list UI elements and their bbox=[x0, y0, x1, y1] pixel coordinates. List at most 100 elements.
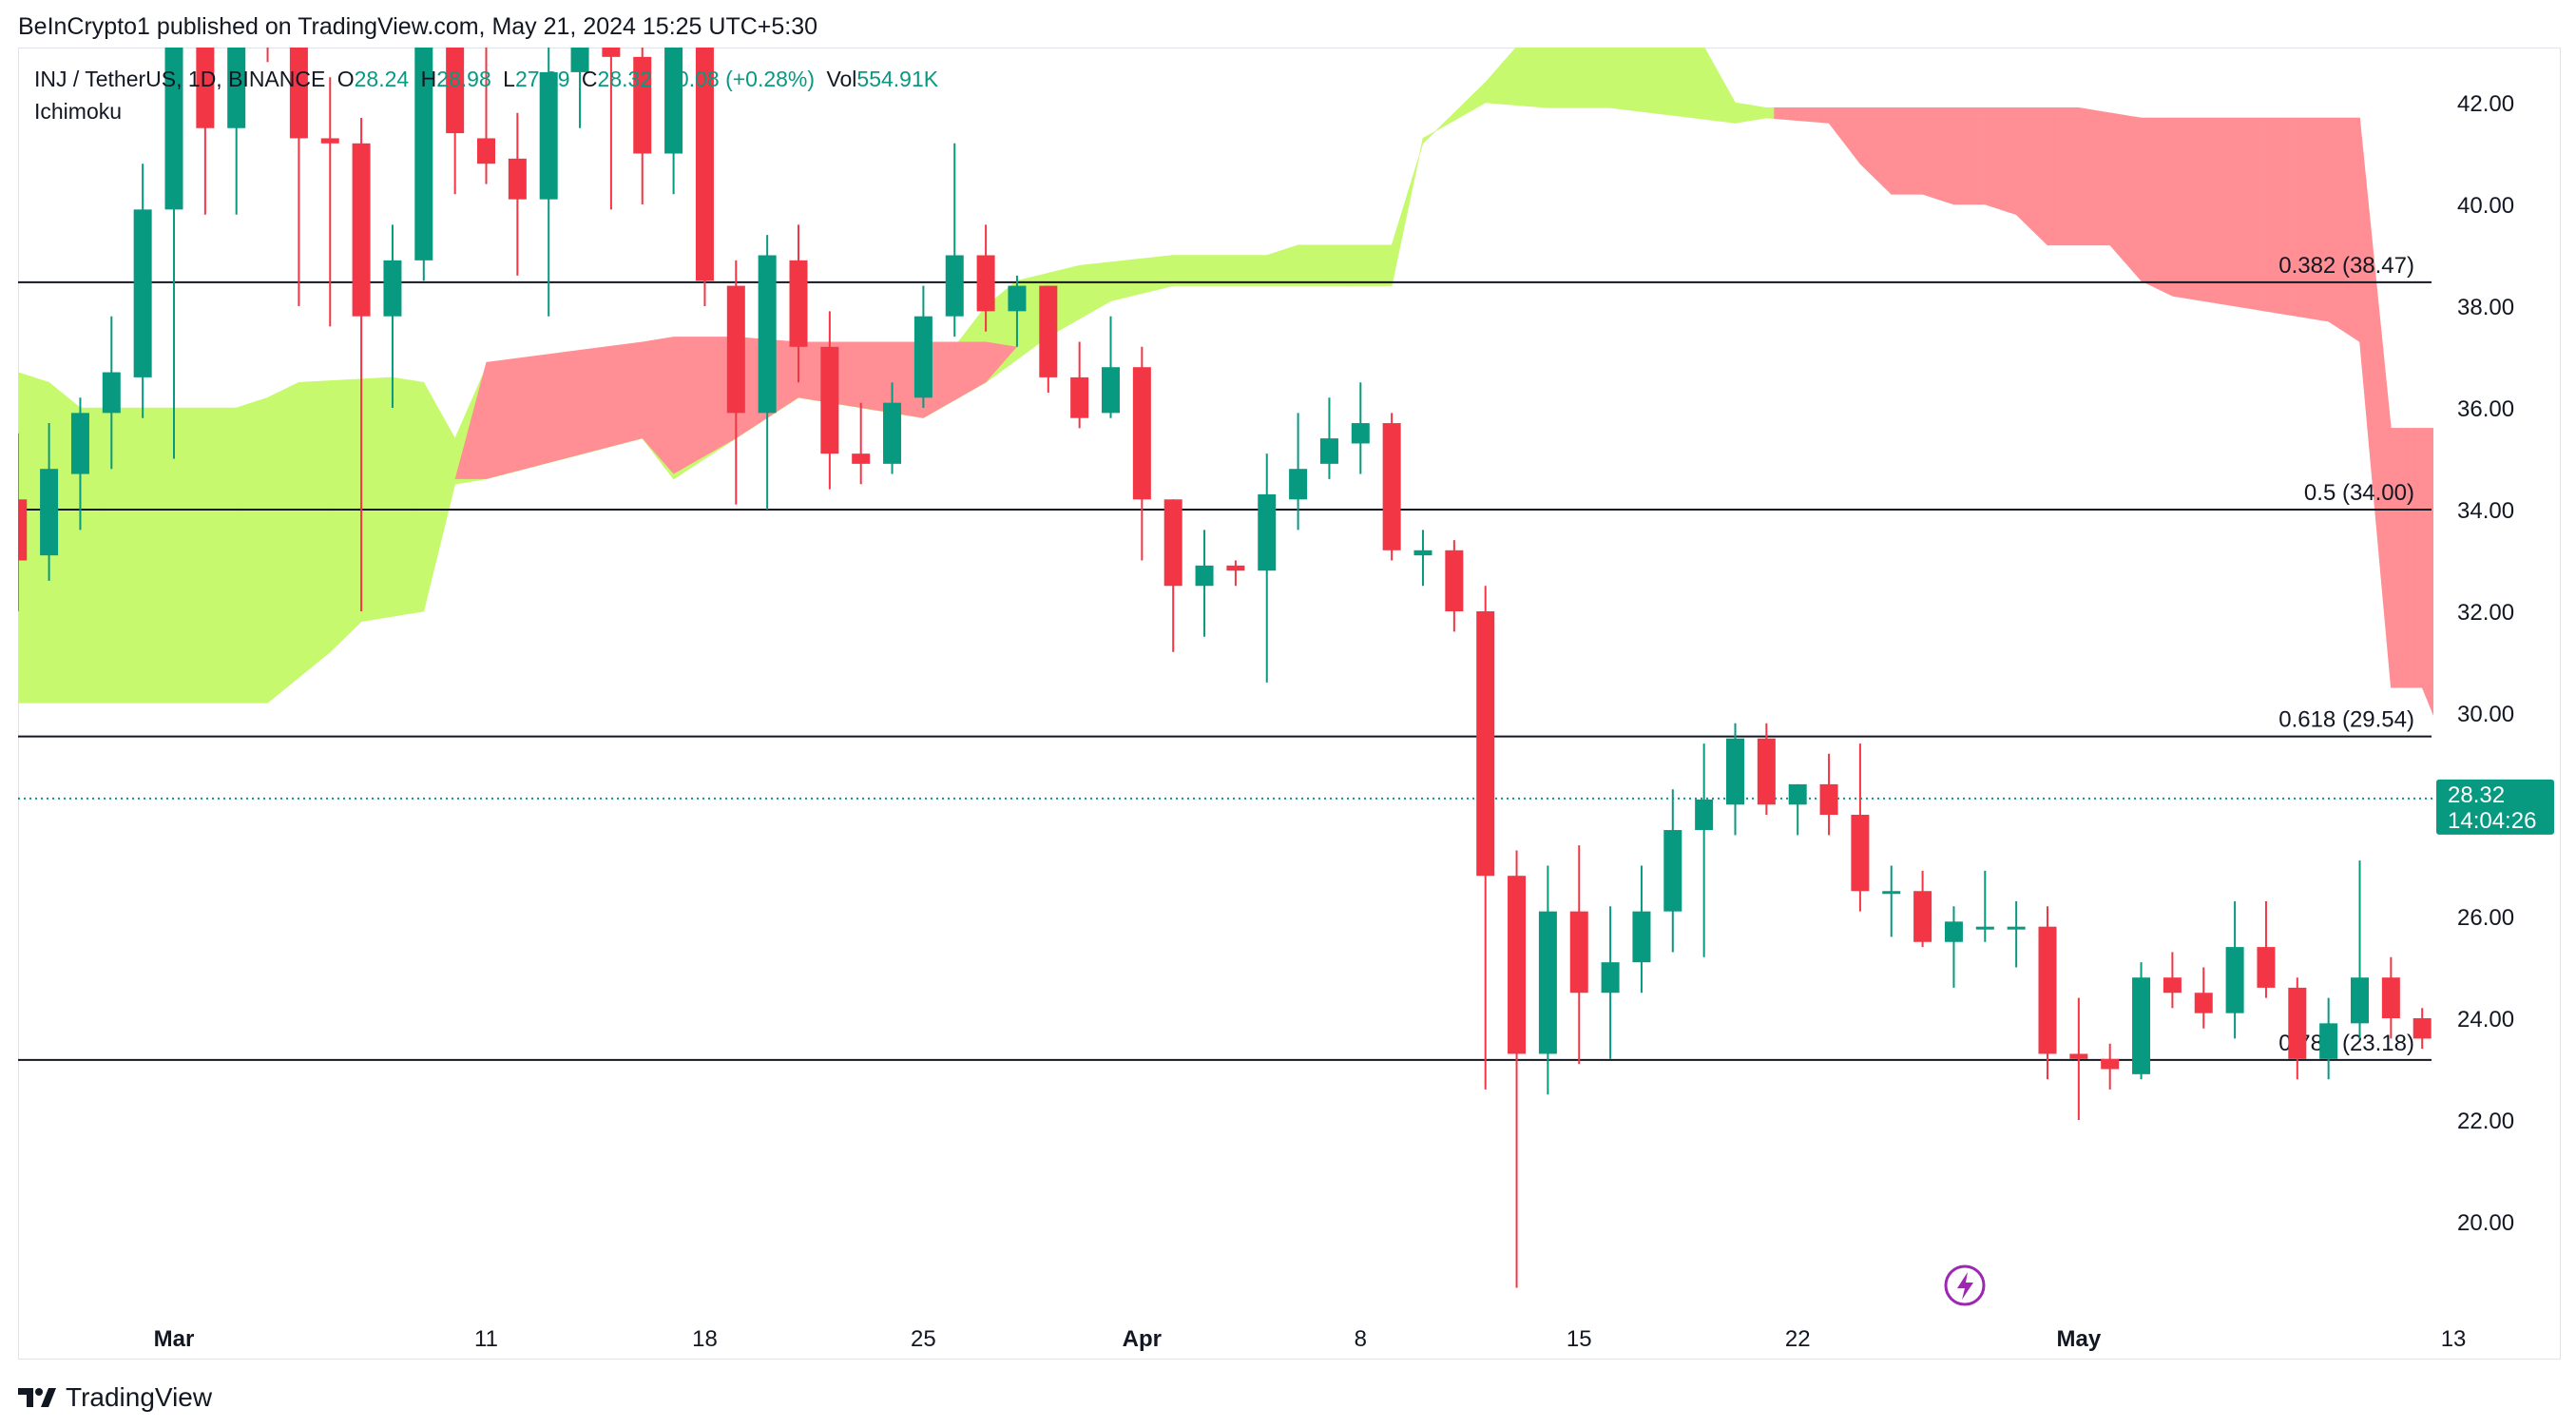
candle-body bbox=[945, 255, 964, 317]
candle[interactable] bbox=[2007, 900, 2026, 968]
candle[interactable] bbox=[9, 433, 28, 611]
candle[interactable] bbox=[570, 0, 589, 128]
candle[interactable] bbox=[2225, 900, 2244, 1039]
candle[interactable] bbox=[1913, 870, 1932, 948]
candle[interactable] bbox=[2132, 962, 2151, 1080]
legend-symbol[interactable]: INJ / TetherUS, 1D, BINANCE bbox=[34, 67, 326, 91]
candle[interactable] bbox=[852, 402, 871, 485]
candle[interactable] bbox=[726, 260, 745, 505]
candle[interactable] bbox=[2507, 1023, 2525, 1166]
candle[interactable] bbox=[1382, 413, 1401, 561]
candle[interactable] bbox=[1851, 743, 1870, 912]
candle[interactable] bbox=[383, 224, 402, 408]
cloud-segment bbox=[1696, 48, 1704, 120]
candle[interactable] bbox=[259, 0, 277, 63]
candle[interactable] bbox=[1008, 275, 1027, 347]
candle-body bbox=[633, 56, 652, 154]
candle[interactable] bbox=[2445, 1033, 2463, 1120]
candle[interactable] bbox=[70, 397, 89, 531]
candle[interactable] bbox=[352, 118, 371, 611]
candle[interactable] bbox=[602, 1, 621, 210]
candle[interactable] bbox=[789, 224, 808, 383]
candle[interactable] bbox=[695, 11, 714, 306]
candle[interactable] bbox=[913, 285, 932, 408]
candle[interactable] bbox=[1695, 743, 1714, 957]
candle[interactable] bbox=[2069, 997, 2088, 1120]
candle[interactable] bbox=[196, 0, 215, 215]
cloud-segment bbox=[2367, 195, 2376, 515]
candle[interactable] bbox=[2319, 997, 2338, 1080]
candle[interactable] bbox=[1351, 382, 1370, 474]
candle[interactable] bbox=[414, 0, 433, 281]
indicator-label[interactable]: Ichimoku bbox=[34, 99, 122, 125]
candle[interactable] bbox=[1476, 586, 1495, 1090]
candle[interactable] bbox=[1289, 413, 1308, 531]
candle[interactable] bbox=[227, 0, 246, 215]
candle[interactable] bbox=[1944, 906, 1963, 988]
candle[interactable] bbox=[446, 0, 465, 195]
time-axis[interactable]: Mar111825Apr81522May1320Jun10 bbox=[154, 1326, 2576, 1352]
candle[interactable] bbox=[1882, 865, 1901, 937]
candle[interactable] bbox=[2288, 977, 2307, 1080]
candle[interactable] bbox=[1757, 723, 1776, 815]
candle[interactable] bbox=[945, 143, 964, 338]
candle[interactable] bbox=[1975, 870, 1994, 942]
candle[interactable] bbox=[1319, 397, 1338, 479]
candle[interactable] bbox=[1258, 453, 1277, 683]
candle[interactable] bbox=[758, 235, 777, 510]
candle[interactable] bbox=[2038, 906, 2057, 1080]
candle[interactable] bbox=[664, 21, 683, 195]
candle[interactable] bbox=[883, 382, 902, 474]
candle[interactable] bbox=[2101, 1043, 2120, 1090]
candle[interactable] bbox=[2413, 1008, 2432, 1050]
candle[interactable] bbox=[2194, 967, 2213, 1029]
candle[interactable] bbox=[508, 112, 527, 276]
indicator-name[interactable]: Ichimoku bbox=[34, 99, 123, 124]
candle[interactable] bbox=[1788, 783, 1807, 836]
candle[interactable] bbox=[2569, 957, 2576, 1059]
candle[interactable] bbox=[1445, 540, 1464, 632]
candle[interactable] bbox=[1039, 285, 1058, 393]
candle[interactable] bbox=[1070, 341, 1089, 429]
candle[interactable] bbox=[539, 27, 558, 317]
candle[interactable] bbox=[1413, 530, 1432, 587]
candle[interactable] bbox=[1601, 906, 1620, 1059]
candles[interactable] bbox=[9, 0, 2576, 1288]
x-tick-label: 11 bbox=[474, 1326, 498, 1352]
candle[interactable] bbox=[320, 77, 339, 327]
candle[interactable] bbox=[2538, 1038, 2556, 1110]
candle[interactable] bbox=[1538, 865, 1557, 1095]
candle-body bbox=[1726, 738, 1744, 805]
chart-legend[interactable]: INJ / TetherUS, 1D, BINANCE O28.24 H28.9… bbox=[34, 67, 944, 92]
cloud-segment bbox=[1203, 255, 1213, 286]
candle[interactable] bbox=[2163, 952, 2182, 1009]
candle[interactable] bbox=[2381, 956, 2400, 1039]
candle[interactable] bbox=[102, 316, 121, 470]
candle[interactable] bbox=[1508, 850, 1527, 1288]
candle[interactable] bbox=[820, 311, 839, 490]
candle[interactable] bbox=[1226, 560, 1245, 587]
candle[interactable] bbox=[164, 0, 183, 459]
candle[interactable] bbox=[1195, 530, 1214, 637]
cloud-segment bbox=[447, 423, 455, 516]
candle[interactable] bbox=[133, 164, 152, 418]
candle[interactable] bbox=[1632, 865, 1651, 994]
publish-info: BeInCrypto1 published on TradingView.com… bbox=[18, 13, 817, 41]
flash-icon[interactable] bbox=[1944, 1264, 1986, 1306]
candle[interactable] bbox=[289, 0, 308, 306]
candle[interactable] bbox=[1726, 723, 1744, 836]
candle[interactable] bbox=[40, 423, 59, 581]
candle[interactable] bbox=[1569, 845, 1588, 1065]
candle[interactable] bbox=[633, 27, 652, 204]
candle[interactable] bbox=[1163, 499, 1182, 652]
candle[interactable] bbox=[2257, 900, 2276, 998]
candle[interactable] bbox=[477, 42, 495, 184]
candle[interactable] bbox=[1819, 753, 1838, 836]
candle[interactable] bbox=[1102, 316, 1120, 418]
price-axis[interactable]: 20.0022.0024.0026.0028.0030.0032.0034.00… bbox=[2457, 91, 2514, 1236]
candle[interactable] bbox=[1132, 346, 1151, 561]
candle[interactable] bbox=[2351, 860, 2369, 1039]
candle[interactable] bbox=[976, 224, 995, 332]
candle[interactable] bbox=[1663, 789, 1682, 953]
